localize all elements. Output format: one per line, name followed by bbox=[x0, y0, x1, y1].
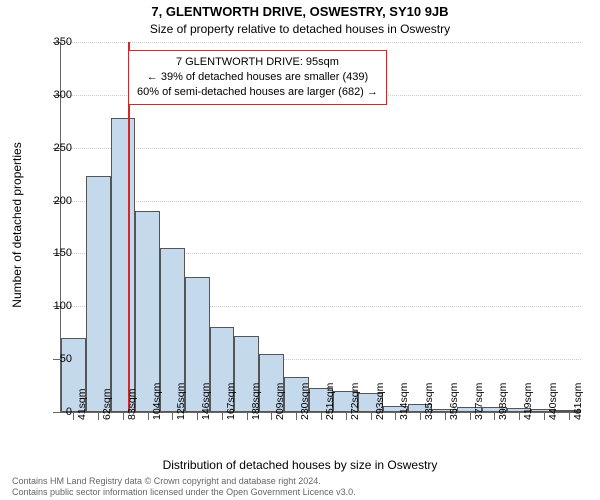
x-tick bbox=[296, 412, 297, 420]
x-tick-label: 146sqm bbox=[200, 383, 212, 420]
histogram-bar bbox=[111, 118, 136, 412]
x-tick bbox=[148, 412, 149, 420]
footer-text: Contains HM Land Registry data © Crown c… bbox=[12, 476, 356, 499]
y-tick-label: 200 bbox=[54, 195, 72, 207]
x-tick-label: 230sqm bbox=[299, 383, 311, 420]
y-tick-label: 300 bbox=[54, 89, 72, 101]
x-tick-label: 188sqm bbox=[250, 383, 262, 420]
y-tick-label: 250 bbox=[54, 142, 72, 154]
x-tick bbox=[346, 412, 347, 420]
x-tick-label: 461sqm bbox=[572, 383, 584, 420]
gridline bbox=[61, 201, 581, 202]
x-tick-label: 167sqm bbox=[225, 383, 237, 420]
x-tick-label: 356sqm bbox=[448, 383, 460, 420]
x-tick-label: 377sqm bbox=[473, 383, 485, 420]
x-tick-label: 209sqm bbox=[274, 383, 286, 420]
x-tick bbox=[271, 412, 272, 420]
x-tick bbox=[247, 412, 248, 420]
y-tick-label: 0 bbox=[66, 406, 72, 418]
x-tick-label: 62sqm bbox=[101, 388, 113, 420]
x-tick bbox=[321, 412, 322, 420]
annotation-box: 7 GLENTWORTH DRIVE: 95sqm ← 39% of detac… bbox=[128, 50, 387, 105]
x-tick bbox=[98, 412, 99, 420]
x-tick bbox=[395, 412, 396, 420]
x-tick-label: 41sqm bbox=[76, 388, 88, 420]
x-tick-label: 314sqm bbox=[398, 383, 410, 420]
y-tick-label: 100 bbox=[54, 300, 72, 312]
x-tick-label: 104sqm bbox=[151, 383, 163, 420]
footer-line: Contains HM Land Registry data © Crown c… bbox=[12, 476, 356, 487]
chart-title-sub: Size of property relative to detached ho… bbox=[0, 22, 600, 36]
x-tick bbox=[544, 412, 545, 420]
x-tick-label: 293sqm bbox=[374, 383, 386, 420]
y-tick bbox=[53, 412, 61, 413]
y-axis-title: Number of detached properties bbox=[10, 142, 24, 307]
x-tick-label: 398sqm bbox=[497, 383, 509, 420]
chart-title-main: 7, GLENTWORTH DRIVE, OSWESTRY, SY10 9JB bbox=[0, 4, 600, 19]
x-tick-label: 83sqm bbox=[126, 388, 138, 420]
x-axis-title: Distribution of detached houses by size … bbox=[0, 458, 600, 472]
annotation-line: ← 39% of detached houses are smaller (43… bbox=[137, 70, 378, 85]
x-tick bbox=[172, 412, 173, 420]
x-tick bbox=[494, 412, 495, 420]
y-tick-label: 350 bbox=[54, 36, 72, 48]
x-tick-label: 251sqm bbox=[324, 383, 336, 420]
x-tick-label: 272sqm bbox=[349, 383, 361, 420]
gridline bbox=[61, 148, 581, 149]
x-tick-label: 335sqm bbox=[423, 383, 435, 420]
x-tick bbox=[420, 412, 421, 420]
gridline bbox=[61, 42, 581, 43]
footer-line: Contains public sector information licen… bbox=[12, 487, 356, 498]
x-tick bbox=[519, 412, 520, 420]
annotation-line: 60% of semi-detached houses are larger (… bbox=[137, 85, 378, 100]
x-tick-label: 125sqm bbox=[175, 383, 187, 420]
x-tick bbox=[197, 412, 198, 420]
y-tick-label: 50 bbox=[60, 353, 72, 365]
histogram-bar bbox=[86, 176, 111, 412]
x-tick bbox=[123, 412, 124, 420]
x-tick bbox=[445, 412, 446, 420]
x-tick bbox=[371, 412, 372, 420]
x-tick bbox=[470, 412, 471, 420]
x-tick-label: 440sqm bbox=[547, 383, 559, 420]
chart-container: 7, GLENTWORTH DRIVE, OSWESTRY, SY10 9JB … bbox=[0, 0, 600, 500]
x-tick-label: 419sqm bbox=[522, 383, 534, 420]
x-tick bbox=[73, 412, 74, 420]
x-tick bbox=[222, 412, 223, 420]
y-tick-label: 150 bbox=[54, 247, 72, 259]
x-tick bbox=[569, 412, 570, 420]
annotation-line: 7 GLENTWORTH DRIVE: 95sqm bbox=[137, 55, 378, 70]
